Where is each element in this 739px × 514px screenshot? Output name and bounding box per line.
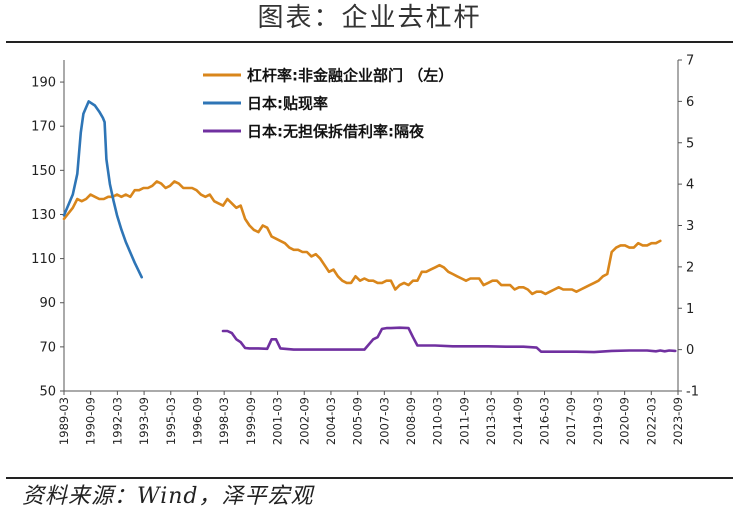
right-tick-label: 2 xyxy=(686,260,694,275)
x-tick-label: 1999-09 xyxy=(244,397,258,445)
x-tick-label: 2013-03 xyxy=(484,397,498,445)
source-rule xyxy=(6,477,733,479)
left-tick-label: 90 xyxy=(39,296,56,311)
legend-label-3: 日本:无担保拆借利率:隔夜 xyxy=(247,123,425,141)
x-tick-label: 2007-03 xyxy=(377,397,391,445)
x-tick-label: 2023-09 xyxy=(671,397,685,445)
right-tick-label: 4 xyxy=(686,178,694,193)
left-tick-label: 170 xyxy=(31,120,56,135)
x-tick-label: 1992-03 xyxy=(110,397,124,445)
right-tick-label: 3 xyxy=(686,219,694,234)
right-tick-label: 6 xyxy=(686,95,694,110)
series-line-1 xyxy=(62,180,662,296)
x-tick-label: 2020-09 xyxy=(618,397,632,445)
x-tick-label: 2017-09 xyxy=(564,397,578,445)
x-tick-label: 2022-03 xyxy=(644,397,658,445)
x-tick-label: 2008-09 xyxy=(404,397,418,445)
left-tick-label: 190 xyxy=(31,76,56,91)
x-tick-label: 2002-09 xyxy=(297,397,311,445)
x-tick-label: 1995-03 xyxy=(164,397,178,445)
x-tick-label: 2019-03 xyxy=(591,397,605,445)
x-tick-label: 1998-03 xyxy=(217,397,231,445)
legend-label-1: 杠杆率:非金融企业部门 （左） xyxy=(247,67,453,85)
right-tick-label: -1 xyxy=(686,385,699,400)
legend-label-2: 日本:贴现率 xyxy=(247,95,328,113)
left-tick-label: 110 xyxy=(31,252,56,267)
right-tick-label: 5 xyxy=(686,136,694,151)
chart-title: 图表：企业去杠杆 xyxy=(257,3,482,33)
series-line-2 xyxy=(62,100,143,279)
x-tick-label: 1990-09 xyxy=(84,397,98,445)
x-tick-label: 2011-09 xyxy=(457,397,471,445)
series-line-3 xyxy=(221,326,677,354)
source-note: 资料来源：Wind，泽平宏观 xyxy=(22,484,314,509)
x-tick-label: 2010-03 xyxy=(431,397,445,445)
x-tick-label: 1993-09 xyxy=(137,397,151,445)
x-tick-label: 1996-09 xyxy=(190,397,204,445)
left-tick-label: 130 xyxy=(31,208,56,223)
x-tick-label: 2004-03 xyxy=(324,397,338,445)
x-tick-label: 1989-03 xyxy=(57,397,71,445)
right-tick-label: 7 xyxy=(686,54,694,69)
right-tick-label: 0 xyxy=(686,343,694,358)
x-tick-label: 2016-03 xyxy=(538,397,552,445)
x-tick-label: 2005-09 xyxy=(351,397,365,445)
title-rule xyxy=(6,41,733,43)
x-tick-label: 2001-03 xyxy=(271,397,285,445)
left-tick-label: 50 xyxy=(39,385,56,400)
left-tick-label: 150 xyxy=(31,164,56,179)
x-tick-label: 2014-09 xyxy=(511,397,525,445)
series-group xyxy=(62,100,677,354)
axes-group: 50 70 90 110 130 150 170 190 -1 0 1 2 3 4 5 6 7 1989-03 19… xyxy=(31,54,699,446)
left-tick-label: 70 xyxy=(39,340,56,355)
right-tick-label: 1 xyxy=(686,302,694,317)
